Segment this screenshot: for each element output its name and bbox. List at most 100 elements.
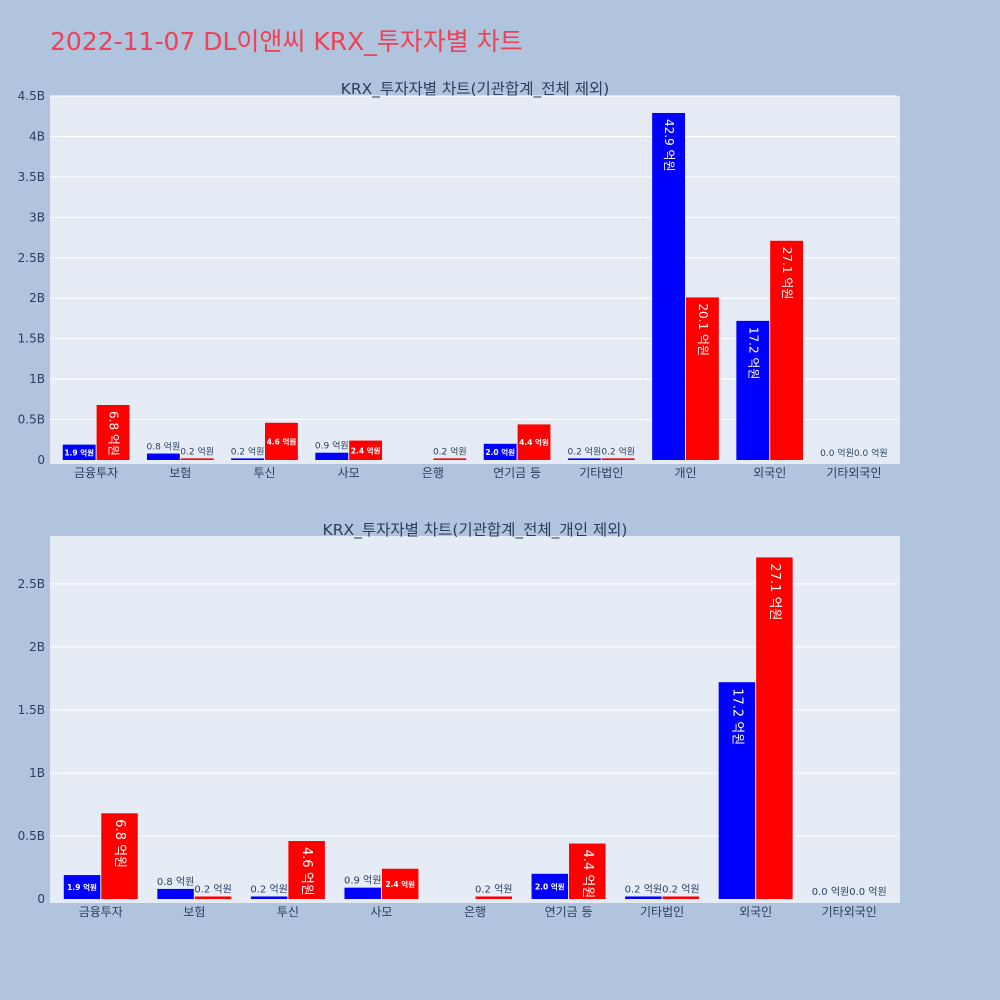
y-tick-label: 1B <box>29 766 45 780</box>
bar-label: 6.8 억원 <box>107 411 121 456</box>
bar-label: 0.9 억원 <box>315 440 349 452</box>
bar-sell <box>686 297 719 460</box>
x-tick-label: 보험 <box>183 905 205 919</box>
bar-label: 27.1 억원 <box>767 563 782 620</box>
x-tick-label: 금융투자 <box>79 905 123 919</box>
bar-buy <box>483 443 517 460</box>
y-tick-label: 0.5B <box>18 413 45 427</box>
bar-label: 4.4 억원 <box>580 850 595 899</box>
y-tick-label: 0 <box>37 453 45 467</box>
bar-label: 0.2 억원 <box>433 445 467 457</box>
page-title: 2022-11-07 DL이앤씨 KRX_투자자별 차트 <box>50 27 523 56</box>
bar-sell <box>433 458 467 460</box>
bar-buy <box>625 896 662 899</box>
bar-label: 42.9 억원 <box>662 119 676 172</box>
y-tick-label: 3B <box>29 210 45 224</box>
bar-buy <box>231 458 264 460</box>
bar-buy <box>718 682 756 899</box>
bar-label: 0.2 억원 <box>601 445 635 457</box>
bar-sell <box>756 557 793 899</box>
y-tick-label: 2.5B <box>18 251 45 265</box>
bar-sell <box>475 896 512 899</box>
bar-label: 27.1 억원 <box>780 247 794 300</box>
x-tick-label: 은행 <box>422 465 444 480</box>
bar-sell <box>517 424 551 460</box>
y-tick-label: 4B <box>29 129 45 143</box>
chart-title: KRX_투자자별 차트(기관합계_전체 제외) <box>341 80 610 99</box>
bar-label: 20.1 억원 <box>696 303 710 356</box>
bar-buy <box>652 112 685 460</box>
x-tick-label: 사모 <box>370 905 392 919</box>
bar-sell <box>381 868 419 899</box>
bar-label: 0.0 억원 <box>820 447 854 459</box>
bar-sell <box>349 440 383 460</box>
bar-buy <box>62 444 96 460</box>
bar-sell <box>180 458 214 460</box>
bar-buy <box>344 887 381 899</box>
x-tick-label: 연기금 등 <box>545 905 593 919</box>
y-tick-label: 2.5B <box>18 577 45 591</box>
bar-label: 0.2 억원 <box>625 883 662 895</box>
x-tick-label: 은행 <box>464 904 486 919</box>
y-tick-label: 2B <box>29 640 45 654</box>
bar-label: 0.0 억원 <box>854 447 888 459</box>
bar-label: 4.4 억원 <box>519 437 549 447</box>
bar-label: 2.4 억원 <box>385 879 415 889</box>
bar-label: 17.2 억원 <box>729 688 744 745</box>
bar-sell <box>101 813 138 899</box>
x-tick-label: 기타외국인 <box>822 905 877 919</box>
x-tick-label: 사모 <box>338 466 360 480</box>
bar-sell <box>601 458 635 460</box>
y-tick-label: 0.5B <box>18 829 45 843</box>
bar-label: 4.6 억원 <box>299 847 314 896</box>
x-tick-label: 개인 <box>674 466 696 480</box>
bar-buy <box>531 873 569 899</box>
bar-label: 0.2 억원 <box>568 445 602 457</box>
bar-label: 6.8 억원 <box>112 819 127 868</box>
x-tick-label: 금융투자 <box>74 466 118 480</box>
chart-bottom: 0 0.5B 1B 1.5B 2B 2.5B KRX_투자자별 차트(기관합계_전체_개인 … <box>18 521 900 919</box>
x-tick-label: 투신 <box>277 905 299 919</box>
bar-sell <box>265 422 298 460</box>
bar-buy <box>315 452 349 460</box>
x-tick-label: 연기금 등 <box>493 466 541 480</box>
bar-label: 0.2 억원 <box>475 883 512 895</box>
bar-label: 1.9 억원 <box>67 882 97 892</box>
bar-buy <box>63 875 101 899</box>
bar-label: 0.2 억원 <box>180 445 214 457</box>
x-tick-label: 외국인 <box>753 466 786 480</box>
bar-label: 0.2 억원 <box>662 883 699 895</box>
bar-label: 1.9 억원 <box>64 447 94 457</box>
x-tick-label: 기타외국인 <box>826 466 881 480</box>
y-tick-label: 1.5B <box>18 332 45 346</box>
y-tick-label: 1B <box>29 372 45 386</box>
bar-buy <box>736 320 770 460</box>
x-tick-label: 기타법인 <box>579 466 623 480</box>
x-tick-label: 기타법인 <box>640 905 684 919</box>
bar-label: 0.0 억원 <box>849 886 886 898</box>
bar-label: 0.8 억원 <box>147 441 181 453</box>
chart-title: KRX_투자자별 차트(기관합계_전체_개인 제외) <box>323 521 628 540</box>
bar-label: 0.8 억원 <box>157 876 194 888</box>
y-tick-label: 0 <box>37 892 45 906</box>
bar-label: 0.2 억원 <box>250 883 287 895</box>
bar-label: 2.4 억원 <box>351 445 381 455</box>
bar-sell <box>96 404 130 460</box>
x-tick-label: 보험 <box>169 466 191 480</box>
bar-sell <box>569 843 606 899</box>
x-tick-label: 투신 <box>253 466 275 480</box>
bar-sell <box>194 896 232 899</box>
bar-label: 17.2 억원 <box>746 327 760 380</box>
bar-buy <box>250 896 288 899</box>
bar-label: 0.0 억원 <box>812 886 849 898</box>
bar-sell <box>288 841 325 899</box>
bar-buy <box>157 888 194 899</box>
bar-sell <box>770 240 804 460</box>
bar-label: 2.0 억원 <box>535 881 565 891</box>
bar-sell <box>662 896 700 899</box>
y-tick-label: 4.5B <box>18 89 45 103</box>
chart-top: 0 0.5B 1B 1.5B 2B 2.5B 3B 3.5B 4B 4.5B KRX_투자자별 차트… <box>18 80 900 480</box>
bar-label: 4.6 억원 <box>267 436 297 446</box>
bar-buy <box>146 453 180 460</box>
